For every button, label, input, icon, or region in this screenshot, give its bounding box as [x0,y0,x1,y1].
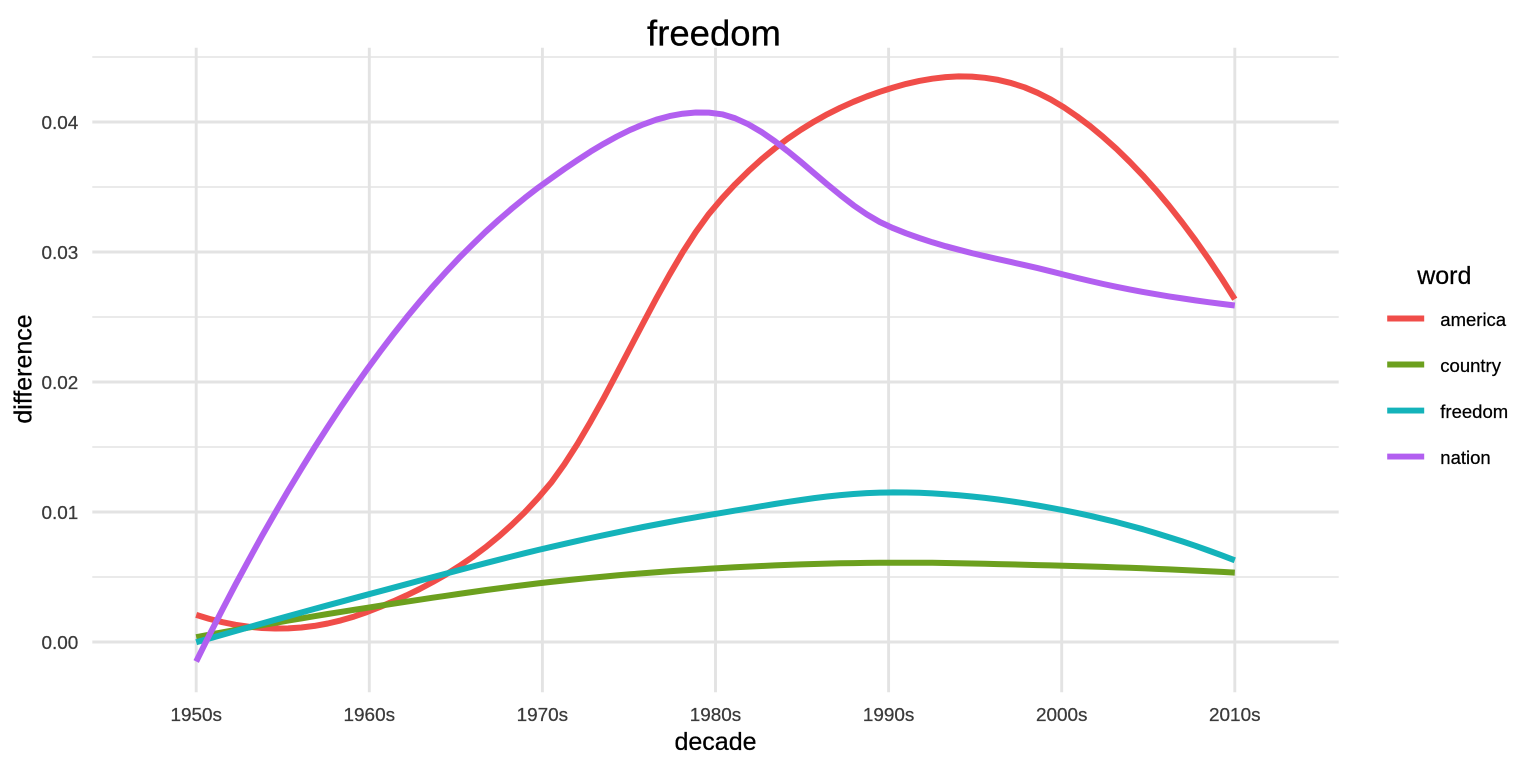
svg-text:1990s: 1990s [863,705,914,726]
svg-text:0.02: 0.02 [42,373,79,394]
svg-text:0.01: 0.01 [42,503,79,524]
svg-text:freedom: freedom [647,12,781,53]
svg-text:1970s: 1970s [517,705,568,726]
svg-text:country: country [1440,355,1501,376]
svg-text:1960s: 1960s [344,705,395,726]
svg-text:america: america [1440,309,1507,330]
svg-text:0.04: 0.04 [42,113,79,134]
svg-text:2010s: 2010s [1209,705,1260,726]
svg-text:difference: difference [9,314,37,423]
svg-text:1950s: 1950s [170,705,221,726]
svg-text:1980s: 1980s [690,705,741,726]
svg-text:decade: decade [674,728,756,756]
svg-text:freedom: freedom [1440,401,1508,422]
svg-text:word: word [1416,262,1471,290]
svg-text:0.00: 0.00 [42,633,79,654]
svg-text:0.03: 0.03 [42,243,79,264]
svg-text:2000s: 2000s [1036,705,1087,726]
svg-text:nation: nation [1440,447,1490,468]
